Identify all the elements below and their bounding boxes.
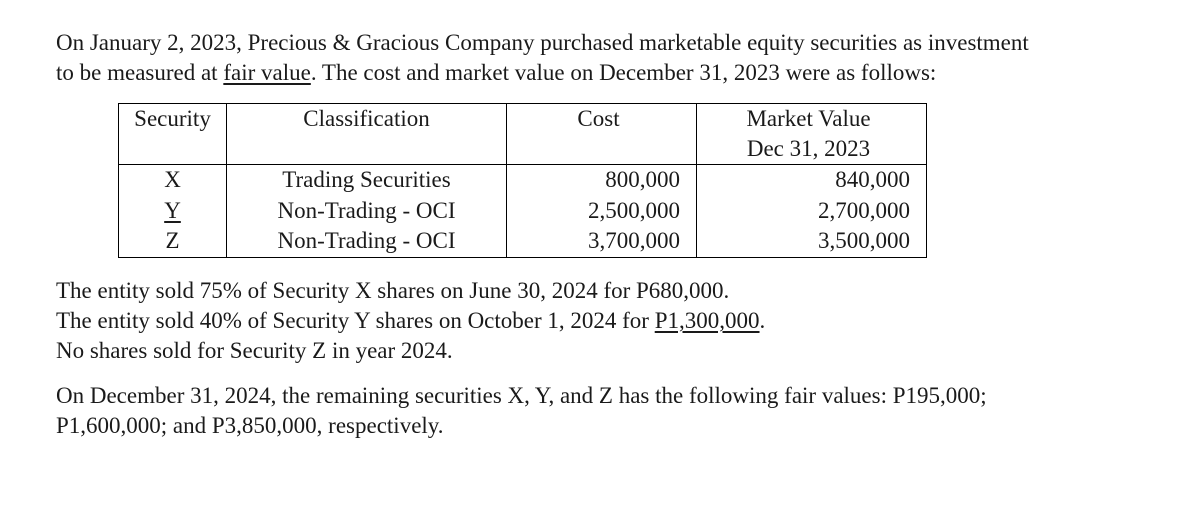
col-security: Security: [119, 103, 227, 165]
sales-amount-y: P1,300,000: [655, 308, 760, 333]
cell-market-value: 840,000: [697, 165, 927, 196]
mv-line2: Dec 31, 2023: [707, 134, 910, 164]
cell-classification: Non-Trading - OCI: [227, 196, 507, 226]
securities-table-wrap: Security Classification Cost Market Valu…: [118, 103, 1152, 258]
intro-paragraph: On January 2, 2023, Precious & Gracious …: [56, 28, 1152, 89]
intro-fair-value: fair value: [223, 60, 310, 85]
intro-line1: On January 2, 2023, Precious & Gracious …: [56, 30, 1029, 55]
intro-line2b: . The cost and market value on December …: [311, 60, 937, 85]
closing-line1: On December 31, 2024, the remaining secu…: [56, 383, 987, 408]
sales-line1: The entity sold 75% of Security X shares…: [56, 278, 729, 303]
closing-paragraph: On December 31, 2024, the remaining secu…: [56, 381, 1152, 442]
cell-classification: Trading Securities: [227, 165, 507, 196]
table-row: Y Non-Trading - OCI 2,500,000 2,700,000: [119, 196, 927, 226]
cell-cost: 3,700,000: [507, 226, 697, 257]
cell-classification: Non-Trading - OCI: [227, 226, 507, 257]
table-row: Z Non-Trading - OCI 3,700,000 3,500,000: [119, 226, 927, 257]
col-classification: Classification: [227, 103, 507, 165]
sales-line2a: The entity sold 40% of Security Y shares…: [56, 308, 655, 333]
cell-security: X: [119, 165, 227, 196]
col-market-value: Market Value Dec 31, 2023: [697, 103, 927, 165]
cell-security: Z: [119, 226, 227, 257]
sales-paragraph: The entity sold 75% of Security X shares…: [56, 276, 1152, 367]
cell-market-value: 3,500,000: [697, 226, 927, 257]
col-cost: Cost: [507, 103, 697, 165]
intro-line2a: to be measured at: [56, 60, 223, 85]
cell-security: Y: [119, 196, 227, 226]
closing-line2: P1,600,000; and P3,850,000, respectively…: [56, 413, 444, 438]
table-header-row: Security Classification Cost Market Valu…: [119, 103, 927, 165]
mv-line1: Market Value: [707, 104, 910, 134]
cell-market-value: 2,700,000: [697, 196, 927, 226]
securities-table: Security Classification Cost Market Valu…: [118, 103, 927, 258]
cell-cost: 2,500,000: [507, 196, 697, 226]
cell-cost: 800,000: [507, 165, 697, 196]
sales-line3: No shares sold for Security Z in year 20…: [56, 338, 453, 363]
table-row: X Trading Securities 800,000 840,000: [119, 165, 927, 196]
sales-line2b: .: [760, 308, 766, 333]
